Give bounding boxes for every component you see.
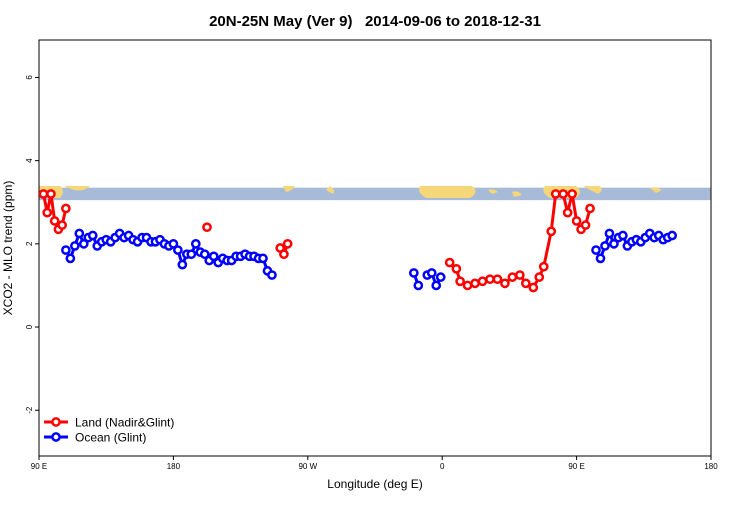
data-point-land: [567, 189, 577, 199]
data-point-ocean: [199, 249, 210, 260]
data-point-land: [550, 189, 561, 199]
y-axis-ticks: -2 0 2 4 6: [25, 75, 39, 414]
x-tick-label: 180: [704, 462, 718, 471]
data-point-ocean: [74, 228, 85, 239]
data-point-land: [279, 249, 289, 260]
data-point-land: [507, 272, 518, 282]
legend-marker-ocean: [51, 432, 61, 442]
data-point-land: [49, 216, 60, 226]
data-point-ocean: [600, 241, 610, 251]
x-axis-ticks: 90 E 180 90 W 0 90 E 180: [31, 456, 718, 471]
data-point-ocean: [604, 228, 615, 239]
data-point-ocean: [667, 230, 678, 241]
legend-marker-land: [51, 417, 61, 427]
data-point-ocean: [618, 230, 628, 241]
chart-title: 20N-25N May (Ver 9) 2014-09-06 to 2018-1…: [209, 13, 541, 30]
data-point-land: [515, 270, 525, 280]
legend-item-ocean: Ocean (Glint): [44, 431, 146, 445]
legend-item-land: Land (Nadir&Glint): [44, 416, 174, 430]
series-land: [39, 189, 595, 293]
series-ocean: [61, 228, 678, 291]
data-point-land: [61, 203, 71, 214]
data-point-land: [571, 216, 582, 226]
y-tick-label: 4: [25, 158, 34, 163]
data-point-land: [451, 263, 462, 274]
data-point-land: [500, 278, 510, 289]
data-point-ocean: [591, 245, 601, 255]
data-point-ocean: [168, 238, 179, 249]
data-point-ocean: [435, 272, 446, 282]
data-point-land: [528, 282, 539, 293]
data-point-land: [42, 207, 53, 218]
data-point-ocean: [173, 245, 183, 255]
data-point-ocean: [65, 253, 76, 264]
data-point-land: [562, 207, 573, 218]
data-point-land: [470, 278, 480, 289]
axes: 90 E 180 90 W 0 90 E 180 -2 0 2 4 6: [25, 39, 718, 471]
data-point-land: [580, 220, 591, 230]
data-point-land: [282, 238, 293, 249]
data-point-land: [546, 226, 557, 237]
data-point-ocean: [208, 251, 219, 262]
data-point-ocean: [258, 253, 268, 264]
data-point-ocean: [87, 230, 98, 241]
data-point-land: [585, 203, 595, 214]
data-point-ocean: [267, 270, 277, 280]
data-point-land: [485, 274, 495, 285]
data-point-ocean: [431, 280, 442, 291]
y-tick-label: -2: [25, 406, 34, 414]
data-point-ocean: [186, 249, 197, 260]
x-tick-label: 90 E: [31, 462, 47, 471]
series-layer: [39, 189, 678, 293]
data-point-ocean: [190, 238, 201, 249]
legend-label-land: Land (Nadir&Glint): [75, 416, 174, 430]
data-point-ocean: [595, 253, 606, 264]
y-tick-label: 2: [25, 241, 34, 246]
data-point-ocean: [78, 238, 89, 249]
data-point-land: [534, 272, 545, 282]
x-tick-label: 180: [167, 462, 181, 471]
data-point-land: [520, 278, 531, 289]
data-point-land: [462, 280, 473, 291]
y-tick-label: 6: [25, 75, 34, 80]
data-point-ocean: [61, 245, 71, 255]
data-point-ocean: [426, 268, 437, 278]
y-axis-label: XCO2 - MLO trend (ppm): [1, 181, 15, 316]
data-point-land: [46, 189, 56, 199]
data-point-ocean: [408, 268, 419, 278]
data-point-ocean: [177, 259, 188, 270]
x-tick-label: 90 W: [298, 462, 317, 471]
legend-label-ocean: Ocean (Glint): [75, 431, 146, 445]
data-point-ocean: [69, 241, 80, 251]
data-point-land: [538, 261, 549, 272]
data-point-land: [202, 222, 212, 233]
x-tick-label: 90 E: [568, 462, 584, 471]
data-point-land: [558, 189, 569, 199]
data-point-land: [477, 276, 488, 287]
data-point-land: [57, 220, 67, 230]
world-map-strip: [39, 186, 711, 201]
data-point-land: [455, 276, 465, 287]
y-tick-label: 0: [25, 324, 34, 329]
plot-frame: [38, 39, 712, 457]
data-point-land: [444, 257, 455, 268]
map-ocean: [39, 187, 711, 201]
data-point-land: [492, 274, 503, 285]
x-axis-label: Longitude (deg E): [327, 477, 422, 491]
x-tick-label: 0: [440, 462, 445, 471]
data-point-ocean: [413, 280, 424, 291]
data-point-ocean: [609, 238, 619, 249]
legend: Land (Nadir&Glint) Ocean (Glint): [44, 416, 174, 445]
data-point-land: [39, 189, 49, 199]
